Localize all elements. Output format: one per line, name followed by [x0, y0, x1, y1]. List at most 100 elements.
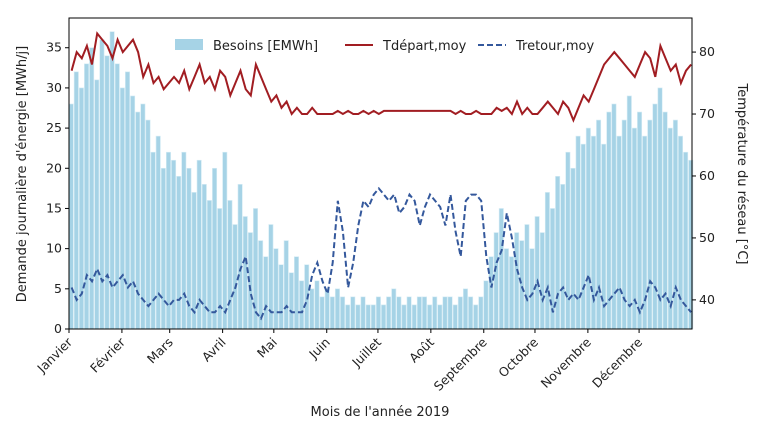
bar [314, 280, 320, 330]
bar [145, 119, 151, 330]
x-tick-label: Décembre [589, 334, 645, 390]
bar [212, 167, 218, 330]
y-tick-label: 20 [46, 160, 62, 175]
bar [232, 224, 238, 330]
bar [68, 103, 74, 330]
bar [555, 176, 561, 330]
bar [273, 248, 279, 330]
x-tick-label: Septembre [431, 334, 490, 393]
x-tick-label: Octobre [495, 334, 541, 380]
bar [160, 167, 166, 330]
bar [386, 296, 392, 330]
bar [381, 304, 387, 330]
bar [411, 304, 417, 330]
bar [268, 224, 274, 330]
bar [355, 304, 361, 330]
bar [140, 103, 146, 330]
bar [432, 296, 438, 330]
bar [150, 151, 156, 330]
bar [237, 184, 243, 330]
bar [514, 232, 520, 330]
bar [329, 296, 335, 330]
bar [468, 296, 474, 330]
y-tick-label: 10 [46, 241, 62, 256]
bar [391, 288, 397, 330]
bar [324, 288, 330, 330]
bar [319, 296, 325, 330]
bar [616, 135, 622, 330]
bar [483, 280, 489, 330]
bar [560, 184, 566, 330]
y2-axis-label: Température du réseau [°C] [734, 83, 749, 265]
bar [524, 224, 530, 330]
bar [104, 55, 110, 330]
bar [462, 288, 468, 330]
x-tick-label: Janvier [33, 334, 75, 376]
bar [135, 111, 141, 330]
bar [534, 216, 540, 330]
line-series [70, 31, 692, 123]
x-tick-label: Avril [199, 335, 229, 365]
bar [375, 296, 381, 330]
bar [278, 264, 284, 330]
y-tick-label: 25 [46, 120, 62, 135]
bar [365, 304, 371, 330]
bar [334, 288, 340, 330]
bar [427, 304, 433, 330]
bar [309, 288, 315, 330]
bar [360, 296, 366, 330]
legend-swatch [175, 39, 203, 50]
line-series [70, 186, 692, 321]
bar [580, 143, 586, 330]
y-axis-label: Demande journalière d'énergie [MWh/j] [15, 46, 30, 302]
bar [488, 256, 494, 330]
x-tick-label: Juillet [348, 334, 384, 370]
bar [345, 304, 351, 330]
bar [437, 304, 443, 330]
x-tick-label: Juin [305, 335, 333, 363]
x-axis-label: Mois de l'année 2019 [311, 405, 450, 420]
bar [294, 256, 299, 330]
bar [657, 87, 663, 330]
y2-tick-label: 40 [699, 292, 715, 307]
bar [447, 296, 453, 330]
bar [457, 296, 463, 330]
plot-frame [68, 17, 693, 330]
bar [401, 304, 407, 330]
bar [119, 87, 125, 330]
bar [606, 111, 612, 330]
bar [253, 208, 258, 330]
bar [370, 304, 376, 330]
bar [396, 296, 402, 330]
bar [575, 135, 581, 330]
bar [84, 63, 90, 330]
y-tick-label: 15 [46, 200, 62, 215]
x-tick-label: Février [87, 334, 129, 376]
y-tick-label: 0 [54, 321, 62, 336]
bar [667, 127, 673, 330]
legend-label: Besoins [EMWh] [213, 39, 318, 54]
bar [125, 71, 130, 330]
bar [350, 296, 356, 330]
bar [452, 304, 458, 330]
y2-tick-label: 50 [699, 230, 715, 245]
bar [406, 296, 412, 330]
bar [570, 167, 576, 330]
bar [478, 296, 484, 330]
bar [442, 296, 448, 330]
bar [647, 119, 653, 330]
bar [565, 151, 571, 330]
x-tick-label: Mai [254, 335, 280, 361]
y-tick-label: 35 [46, 40, 62, 55]
bar [99, 39, 105, 330]
bar [114, 63, 120, 330]
bar [222, 151, 228, 330]
bar [652, 103, 658, 330]
bar [596, 119, 602, 330]
bar [217, 208, 223, 330]
bar [155, 135, 161, 330]
bar [181, 151, 187, 330]
y2-tick-label: 60 [699, 168, 715, 183]
y-tick-label: 30 [46, 80, 62, 95]
